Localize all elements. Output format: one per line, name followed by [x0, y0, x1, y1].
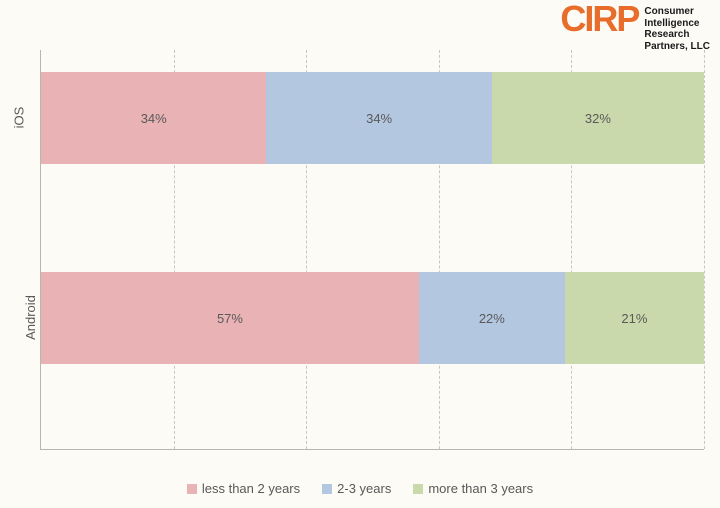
- legend-label: 2-3 years: [337, 481, 391, 496]
- bar-segment: 34%: [41, 72, 266, 164]
- bar-segment: 22%: [419, 272, 565, 364]
- plot-area: 34%34%32%57%22%21%: [40, 50, 704, 450]
- chart-container: CIRP ConsumerIntelligenceResearchPartner…: [0, 0, 720, 508]
- y-axis-label: iOS: [11, 107, 26, 129]
- bar-row: 34%34%32%: [41, 72, 704, 164]
- logo-cirp-text: CIRP: [560, 4, 638, 35]
- legend: less than 2 years 2-3 years more than 3 ye…: [0, 481, 720, 496]
- gridline: [704, 50, 705, 449]
- bar-segment: 57%: [41, 272, 419, 364]
- bar-segment: 34%: [266, 72, 491, 164]
- legend-swatch: [413, 484, 423, 494]
- legend-item: less than 2 years: [187, 481, 300, 496]
- bar-row: 57%22%21%: [41, 272, 704, 364]
- legend-item: more than 3 years: [413, 481, 533, 496]
- logo-tagline-line: Research: [644, 29, 710, 41]
- legend-swatch: [187, 484, 197, 494]
- y-axis-label: Android: [23, 295, 38, 340]
- legend-item: 2-3 years: [322, 481, 391, 496]
- logo-tagline: ConsumerIntelligenceResearchPartners, LL…: [644, 4, 710, 52]
- logo-tagline-line: Intelligence: [644, 18, 710, 30]
- bar-segment: 32%: [492, 72, 704, 164]
- legend-label: less than 2 years: [202, 481, 300, 496]
- bar-segment: 21%: [565, 272, 704, 364]
- legend-label: more than 3 years: [428, 481, 533, 496]
- legend-swatch: [322, 484, 332, 494]
- logo-tagline-line: Consumer: [644, 6, 710, 18]
- brand-logo: CIRP ConsumerIntelligenceResearchPartner…: [560, 4, 710, 52]
